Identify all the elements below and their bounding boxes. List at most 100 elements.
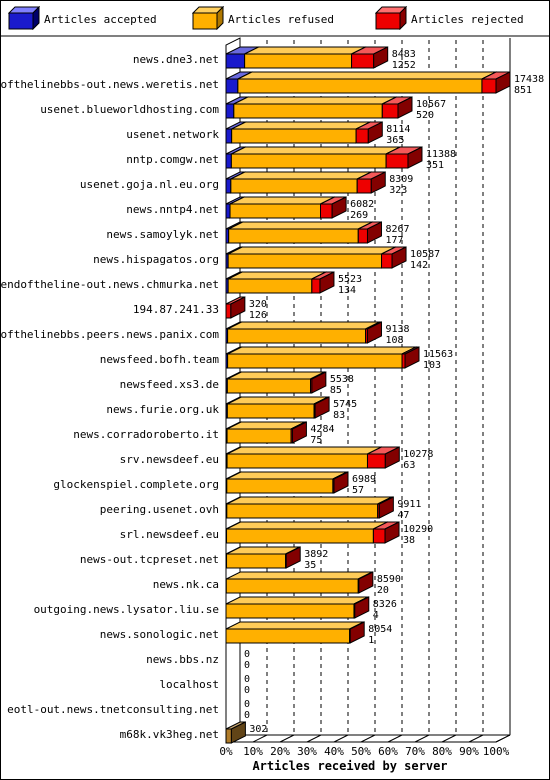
bar-segment-refused-front bbox=[226, 528, 374, 544]
legend-swatch-rejected bbox=[375, 6, 407, 30]
server-label: srl.newsdeef.eu bbox=[120, 528, 219, 541]
server-label: usenet.network bbox=[126, 128, 219, 141]
server-label: news-out.tcpreset.net bbox=[80, 553, 219, 566]
bar-segment-rejected-side bbox=[384, 446, 400, 469]
value-label-total: 10278 bbox=[403, 449, 433, 460]
value-label-second: 1252 bbox=[392, 60, 416, 71]
value-label-total: 10587 bbox=[410, 249, 440, 260]
value-label-total: 0 bbox=[244, 649, 250, 660]
bar-segment-rejected-side bbox=[349, 621, 365, 644]
value-label-second: 20 bbox=[377, 585, 389, 596]
value-label-total: 5538 bbox=[330, 374, 354, 385]
bar-segment-rejected-front bbox=[225, 303, 232, 319]
bar-segment-accepted-front bbox=[225, 178, 232, 194]
value-label-total: 10290 bbox=[403, 524, 433, 535]
x-tick-label: 80% bbox=[432, 745, 452, 758]
server-label: news.nk.ca bbox=[153, 578, 219, 591]
server-label: m68k.vk3heg.net bbox=[120, 728, 219, 741]
server-label: localhost bbox=[159, 678, 219, 691]
value-label-second: 85 bbox=[330, 385, 342, 396]
x-tick-mark bbox=[387, 734, 403, 743]
server-label: newsfeed.bofh.team bbox=[100, 353, 220, 366]
value-label-second: 47 bbox=[397, 510, 409, 521]
bar-segment-rejected-side bbox=[230, 296, 246, 319]
bar-segment-refused-front bbox=[226, 378, 312, 394]
value-label-total: 8114 bbox=[386, 124, 410, 135]
value-label-total: 9138 bbox=[385, 324, 409, 335]
x-tick-label: 100% bbox=[483, 745, 510, 758]
value-label-total: 0 bbox=[244, 674, 250, 685]
value-label-second: 83 bbox=[333, 410, 345, 421]
value-label-second: 57 bbox=[352, 485, 364, 496]
server-label: news.corradoroberto.it bbox=[73, 428, 219, 441]
bar-segment-refused-top bbox=[233, 96, 397, 105]
server-label: peering.usenet.ovh bbox=[100, 503, 219, 516]
value-label-second: 351 bbox=[426, 160, 444, 171]
bar-segment-rejected-side bbox=[314, 396, 330, 419]
bar-segment-rejected-side bbox=[370, 171, 386, 194]
value-label-total: 0 bbox=[244, 699, 250, 710]
server-label: newsfeed.xs3.de bbox=[120, 378, 219, 391]
bar-segment-rejected-side bbox=[378, 496, 394, 519]
server-label: usenet.goja.nl.eu.org bbox=[80, 178, 219, 191]
x-tick-label: 50% bbox=[351, 745, 371, 758]
bar-segment-refused-top bbox=[230, 171, 372, 180]
bar-segment-refused-front bbox=[237, 78, 483, 94]
server-label: nntp.comgw.net bbox=[126, 153, 219, 166]
bar-segment-rejected-front bbox=[381, 103, 399, 119]
value-label-second: 269 bbox=[350, 210, 368, 221]
bar-segment-rejected-front bbox=[356, 178, 372, 194]
value-label-total: 8054 bbox=[368, 624, 392, 635]
value-label-second: 851 bbox=[514, 85, 532, 96]
bar-segment-refused-top bbox=[226, 521, 388, 530]
bar-segment-rejected-front bbox=[385, 153, 409, 169]
value-label-second: 142 bbox=[410, 260, 428, 271]
x-tick-label: 10% bbox=[243, 745, 263, 758]
bar-segment-refused-front bbox=[229, 203, 321, 219]
bar-segment-rejected-front bbox=[366, 453, 386, 469]
bar-segment-rejected-side bbox=[285, 546, 301, 569]
server-label: news.samoylyk.net bbox=[106, 228, 219, 241]
bar-segment-refused-top bbox=[227, 321, 380, 330]
bar-segment-rejected-front bbox=[355, 128, 369, 144]
bar-segment-refused-top bbox=[225, 621, 364, 630]
x-tick-label: 60% bbox=[378, 745, 398, 758]
bar-segment-refused-front bbox=[231, 128, 357, 144]
server-label: endofthelinebbs.peers.news.panix.com bbox=[0, 328, 219, 341]
x-tick-mark bbox=[495, 734, 511, 743]
bar-segment-rejected-front bbox=[372, 528, 386, 544]
x-tick-label: 70% bbox=[405, 745, 425, 758]
bar-segment-refused-top bbox=[237, 71, 497, 80]
value-label-second: 177 bbox=[385, 235, 403, 246]
value-label-second: 108 bbox=[385, 335, 403, 346]
bar-segment-refused-top bbox=[227, 246, 396, 255]
bar-segment-refused-front bbox=[226, 503, 379, 519]
bar-segment-refused-top bbox=[228, 221, 373, 230]
bar-segment-rejected-front bbox=[381, 253, 393, 269]
bar-segment-rejected-front bbox=[481, 78, 497, 94]
bar-segment-accepted-front bbox=[225, 103, 235, 119]
server-label: news.hispagatos.org bbox=[93, 253, 219, 266]
bar-segment-rejected-front bbox=[357, 228, 368, 244]
x-axis-label: Articles received by server bbox=[252, 759, 447, 773]
value-label-total: 5523 bbox=[338, 274, 362, 285]
bar-segment-refused-front bbox=[230, 153, 387, 169]
bar-segment-rejected-side bbox=[333, 471, 349, 494]
bar-segment-rejected-side bbox=[358, 571, 374, 594]
bar-segment-accepted-front bbox=[225, 53, 246, 69]
bar-segment-rejected-side bbox=[404, 346, 420, 369]
value-label-total: 17438 bbox=[514, 74, 544, 85]
bar-segment-refused-top bbox=[227, 271, 327, 280]
bar-segment-refused-front bbox=[230, 178, 358, 194]
bar-segment-rejected-side bbox=[397, 96, 413, 119]
bar-segment-single-front bbox=[225, 728, 232, 744]
bar-segment-rejected-side bbox=[373, 46, 389, 69]
bar-segment-single-side bbox=[230, 721, 246, 744]
bar-segment-rejected-side bbox=[366, 321, 382, 344]
bar-segment-refused-top bbox=[226, 446, 382, 455]
bar-segment-rejected-side bbox=[319, 271, 335, 294]
legend-label-accepted: Articles accepted bbox=[44, 13, 157, 26]
value-label-second: 365 bbox=[386, 135, 404, 146]
value-label-second: 63 bbox=[403, 460, 415, 471]
